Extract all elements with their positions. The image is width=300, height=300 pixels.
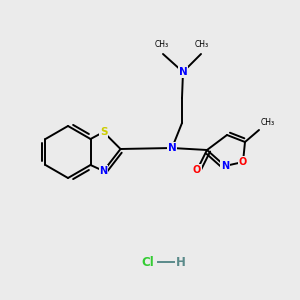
Text: N: N xyxy=(221,161,229,171)
Text: N: N xyxy=(168,143,176,153)
Text: CH₃: CH₃ xyxy=(195,40,209,49)
Text: Cl: Cl xyxy=(142,256,154,268)
Text: CH₃: CH₃ xyxy=(155,40,169,49)
Text: N: N xyxy=(100,166,108,176)
Text: O: O xyxy=(193,165,201,175)
Text: CH₃: CH₃ xyxy=(261,118,275,127)
Text: N: N xyxy=(178,67,188,77)
Text: H: H xyxy=(176,256,186,268)
Text: O: O xyxy=(239,157,247,167)
Text: S: S xyxy=(100,127,107,137)
